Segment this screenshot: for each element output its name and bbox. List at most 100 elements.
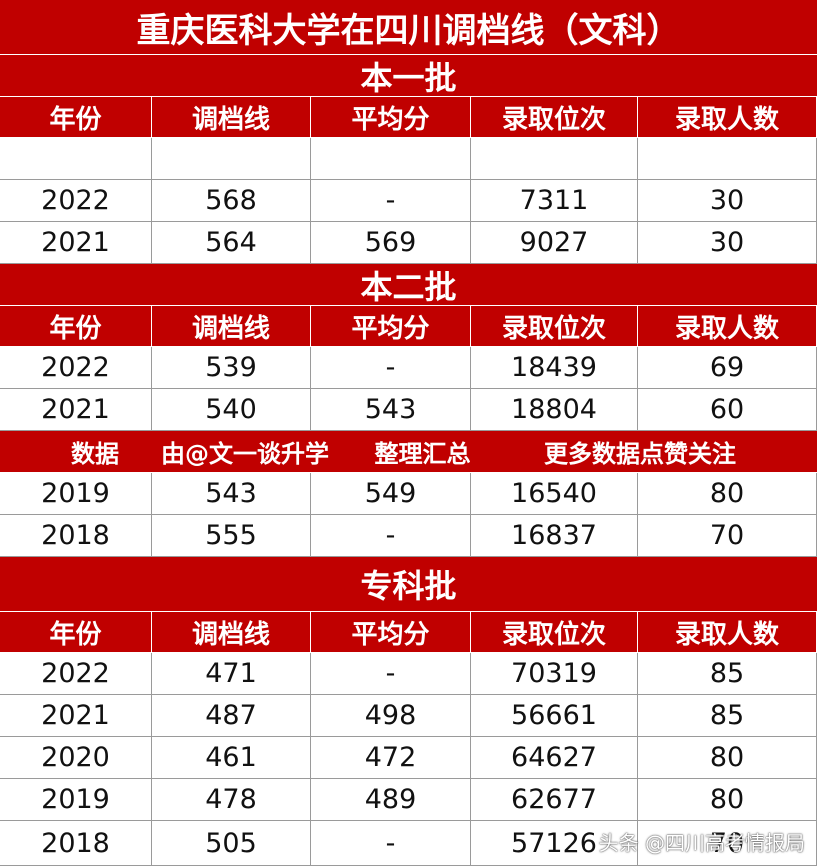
header-row: 年份 调档线 平均分 录取位次 录取人数 xyxy=(0,306,817,347)
table-cell xyxy=(0,138,152,179)
table-cell: 70319 xyxy=(471,653,638,694)
data-row: 2019 543 549 16540 80 xyxy=(0,473,817,515)
header-row: 年份 调档线 平均分 录取位次 录取人数 xyxy=(0,612,817,653)
notice-text: 数据 xyxy=(71,440,119,468)
table-cell: 56661 xyxy=(471,695,638,736)
watermark: 头条 @四川高考情报局 xyxy=(598,831,805,855)
section-title-row: 专科批 xyxy=(0,557,817,612)
table-cell: 472 xyxy=(311,737,471,778)
data-row: 2019 478 489 62677 80 xyxy=(0,779,817,821)
header-cell: 年份 xyxy=(0,97,152,137)
table-cell: 2022 xyxy=(0,180,152,221)
section-title: 专科批 xyxy=(360,567,457,605)
table-cell: 489 xyxy=(311,779,471,820)
table-cell: 30 xyxy=(638,180,817,221)
table-cell: 2018 xyxy=(0,821,152,865)
header-cell: 录取人数 xyxy=(638,97,817,137)
table-cell: 69 xyxy=(638,347,817,388)
table-cell: 2021 xyxy=(0,695,152,736)
table-cell: 568 xyxy=(152,180,311,221)
table-cell: 543 xyxy=(311,389,471,430)
table-cell xyxy=(471,138,638,179)
table-cell xyxy=(311,138,471,179)
table-cell: 64627 xyxy=(471,737,638,778)
table-cell: 2020 xyxy=(0,737,152,778)
header-cell: 录取人数 xyxy=(638,612,817,652)
table-cell: 540 xyxy=(152,389,311,430)
header-cell: 年份 xyxy=(0,612,152,652)
empty-row xyxy=(0,138,817,180)
table-cell: - xyxy=(311,515,471,556)
data-row: 2022 568-7311 30 xyxy=(0,180,817,222)
notice-text: 更多数据点赞关注 xyxy=(544,440,736,468)
header-cell: 平均分 xyxy=(311,612,471,652)
table-cell: 2019 xyxy=(0,473,152,514)
title-row: 重庆医科大学在四川调档线（文科） xyxy=(0,0,817,55)
table-cell: 18804 xyxy=(471,389,638,430)
data-row: 2021 540 543 18804 60 xyxy=(0,389,817,431)
header-row: 年份 调档线 平均分 录取位次 录取人数 xyxy=(0,97,817,138)
table-cell: 569 xyxy=(311,222,471,263)
header-cell: 调档线 xyxy=(152,612,311,652)
table-cell: 16837 xyxy=(471,515,638,556)
header-cell: 平均分 xyxy=(311,97,471,137)
table-cell: 57126 xyxy=(471,821,638,865)
table-cell: 80 xyxy=(638,473,817,514)
table-cell: 461 xyxy=(152,737,311,778)
header-cell: 录取位次 xyxy=(471,306,638,346)
table-cell: - xyxy=(311,347,471,388)
header-cell: 年份 xyxy=(0,306,152,346)
table-cell: 471 xyxy=(152,653,311,694)
notice-text: 由@文一谈升学 xyxy=(161,440,329,468)
header-cell: 调档线 xyxy=(152,306,311,346)
section-title-row: 本一批 xyxy=(0,55,817,97)
header-cell: 调档线 xyxy=(152,97,311,137)
table-cell: 85 xyxy=(638,695,817,736)
table-cell: 2022 xyxy=(0,347,152,388)
table-cell: 9027 xyxy=(471,222,638,263)
section-title: 本一批 xyxy=(360,58,457,97)
table-cell: 7311 xyxy=(471,180,638,221)
table-cell: 549 xyxy=(311,473,471,514)
table-cell: 2022 xyxy=(0,653,152,694)
data-row: 2022 471-70319 85 xyxy=(0,653,817,695)
table-cell: 80 xyxy=(638,779,817,820)
title: 重庆医科大学在四川调档线（文科） xyxy=(136,10,681,51)
table-cell: 487 xyxy=(152,695,311,736)
table-cell: 30 xyxy=(638,222,817,263)
table-cell: 70 xyxy=(638,821,817,865)
data-row: 2018 505-57126 70 xyxy=(0,821,817,866)
header-cell: 录取人数 xyxy=(638,306,817,346)
table-cell: 85 xyxy=(638,653,817,694)
table-cell xyxy=(638,138,817,179)
table-cell: 16540 xyxy=(471,473,638,514)
table-cell: - xyxy=(311,821,471,865)
data-row: 2022 539-18439 69 xyxy=(0,347,817,389)
section-title-row: 本二批 xyxy=(0,264,817,306)
table-cell: 60 xyxy=(638,389,817,430)
table-cell: 80 xyxy=(638,737,817,778)
header-cell: 平均分 xyxy=(311,306,471,346)
table-cell: 2021 xyxy=(0,222,152,263)
data-row: 2021 487 498 56661 85 xyxy=(0,695,817,737)
data-row: 2020 461 472 64627 80 xyxy=(0,737,817,779)
header-cell: 录取位次 xyxy=(471,612,638,652)
table-cell: 498 xyxy=(311,695,471,736)
section-title: 本二批 xyxy=(360,267,457,306)
table-cell xyxy=(152,138,311,179)
table-cell: - xyxy=(311,180,471,221)
table-cell: 2019 xyxy=(0,779,152,820)
notice-text: 整理汇总 xyxy=(374,440,471,468)
data-row: 2018 555-16837 70 xyxy=(0,515,817,557)
table-cell: 478 xyxy=(152,779,311,820)
table-cell: 505 xyxy=(152,821,311,865)
table-cell: 2021 xyxy=(0,389,152,430)
table-cell: - xyxy=(311,653,471,694)
table-cell: 18439 xyxy=(471,347,638,388)
table-cell: 555 xyxy=(152,515,311,556)
data-row: 2021 564 569 9027 30 xyxy=(0,222,817,264)
header-cell: 录取位次 xyxy=(471,97,638,137)
table-cell: 543 xyxy=(152,473,311,514)
table-cell: 564 xyxy=(152,222,311,263)
